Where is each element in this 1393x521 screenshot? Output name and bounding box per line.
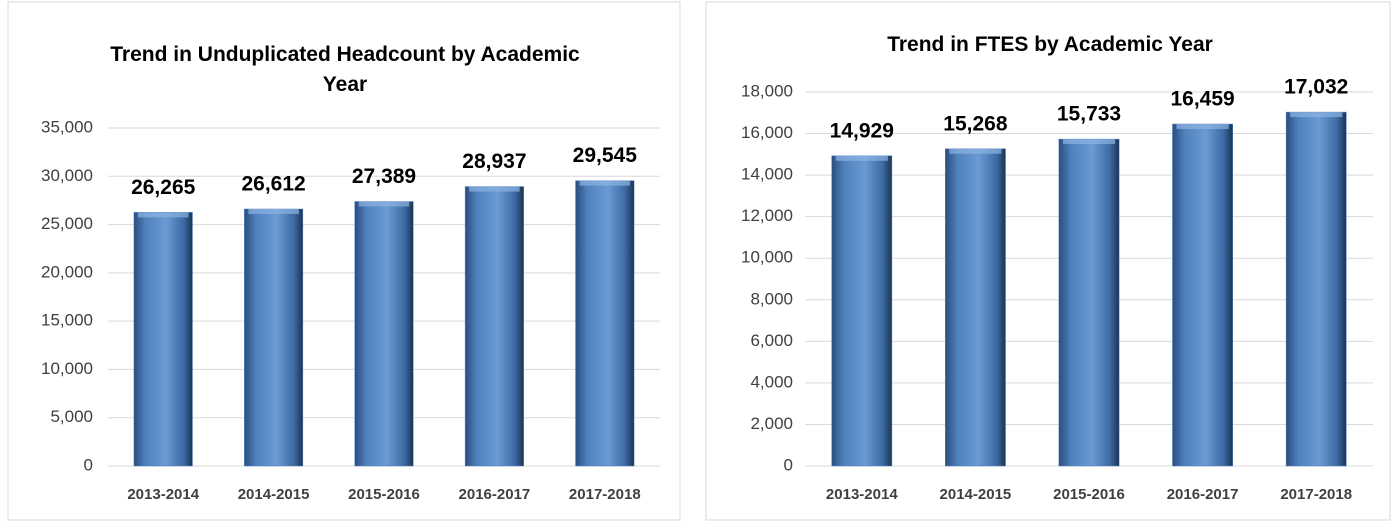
y-tick-label: 0 xyxy=(784,455,793,474)
y-tick-label: 6,000 xyxy=(750,331,793,350)
x-tick-label: 2017-2018 xyxy=(1280,486,1352,503)
y-tick-label: 4,000 xyxy=(750,372,793,391)
bar-bevel xyxy=(1176,124,1229,130)
bar xyxy=(1285,111,1347,467)
data-label: 14,929 xyxy=(830,119,894,142)
y-tick-label: 10,000 xyxy=(741,248,793,267)
chart-title: Trend in FTES by Academic Year xyxy=(887,33,1213,56)
bar xyxy=(244,208,304,467)
y-tick-label: 14,000 xyxy=(741,165,793,184)
bar xyxy=(575,180,635,467)
bar-bevel xyxy=(1290,112,1343,118)
bar-bevel xyxy=(137,212,189,218)
y-tick-label: 0 xyxy=(84,455,93,474)
y-tick-label: 35,000 xyxy=(41,117,93,136)
bar-bevel xyxy=(358,201,410,207)
y-tick-label: 12,000 xyxy=(741,206,793,225)
bar xyxy=(1172,123,1233,467)
y-tick-label: 2,000 xyxy=(750,414,793,433)
y-tick-label: 25,000 xyxy=(41,214,93,233)
bar xyxy=(945,148,1006,467)
bar-bevel xyxy=(248,209,299,215)
bar xyxy=(464,186,524,467)
x-tick-label: 2015-2016 xyxy=(348,486,420,503)
data-label: 17,032 xyxy=(1284,76,1348,99)
bar xyxy=(1058,138,1120,467)
x-tick-label: 2016-2017 xyxy=(1167,486,1239,503)
bar-bevel xyxy=(579,180,631,186)
bar xyxy=(831,155,893,467)
y-tick-label: 30,000 xyxy=(41,166,93,185)
x-tick-label: 2016-2017 xyxy=(459,486,531,503)
bar xyxy=(354,201,414,467)
bar-bevel xyxy=(1062,139,1116,145)
data-label: 15,733 xyxy=(1057,103,1121,126)
y-tick-label: 5,000 xyxy=(50,407,93,426)
data-label: 27,389 xyxy=(352,165,416,188)
chart-title: Trend in Unduplicated Headcount by Acade… xyxy=(110,43,580,96)
x-tick-label: 2013-2014 xyxy=(127,486,199,503)
y-tick-label: 10,000 xyxy=(41,359,93,378)
data-label: 15,268 xyxy=(943,112,1008,135)
x-tick-label: 2014-2015 xyxy=(940,486,1012,503)
x-tick-label: 2017-2018 xyxy=(569,486,641,503)
y-tick-label: 20,000 xyxy=(41,262,93,281)
data-label: 16,459 xyxy=(1170,88,1234,111)
x-tick-label: 2015-2016 xyxy=(1053,486,1125,503)
chart-frame xyxy=(7,1,681,521)
chart-frame xyxy=(705,1,1391,521)
y-tick-label: 16,000 xyxy=(741,123,793,142)
x-tick-label: 2014-2015 xyxy=(238,486,310,503)
data-label: 26,265 xyxy=(131,176,196,199)
bar-bevel xyxy=(469,186,520,192)
bar-bevel xyxy=(949,148,1002,154)
data-label: 26,612 xyxy=(241,173,305,196)
bar xyxy=(133,212,193,467)
data-label: 28,937 xyxy=(462,150,526,173)
y-tick-label: 15,000 xyxy=(41,311,93,330)
bar-bevel xyxy=(835,155,888,161)
x-tick-label: 2013-2014 xyxy=(826,486,898,503)
y-tick-label: 18,000 xyxy=(741,81,793,100)
y-tick-label: 8,000 xyxy=(750,289,793,308)
data-label: 29,545 xyxy=(573,144,638,167)
